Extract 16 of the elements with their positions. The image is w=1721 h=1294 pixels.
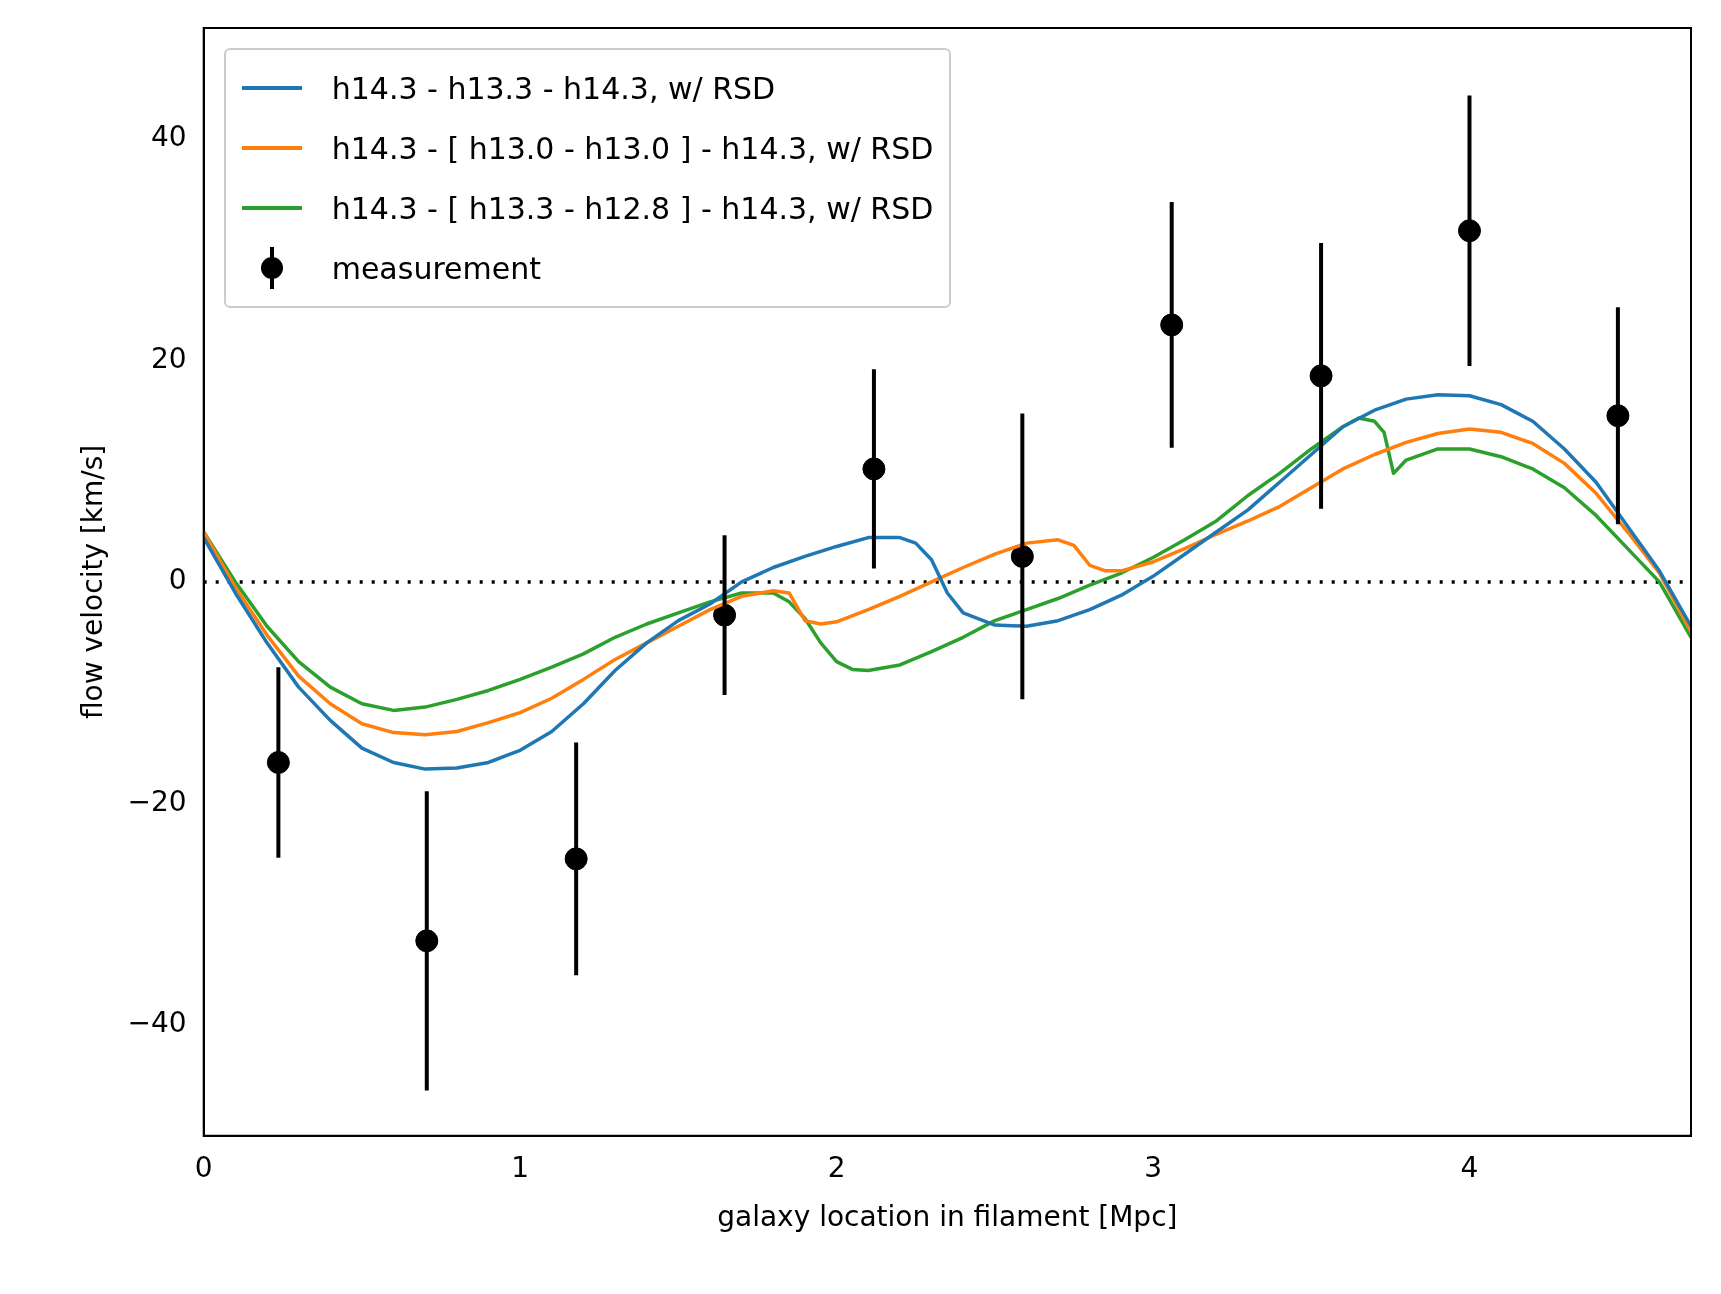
x-tick-label: 2	[827, 1150, 846, 1184]
x-tick-label: 4	[1460, 1150, 1479, 1184]
legend-label: measurement	[331, 250, 541, 286]
y-tick-label: −20	[127, 784, 187, 818]
y-tick-label: −40	[127, 1006, 187, 1040]
x-tick-label: 1	[511, 1150, 530, 1184]
y-axis-title: flow velocity [km/s]	[76, 444, 110, 720]
x-axis-title: galaxy location in filament [Mpc]	[717, 1200, 1178, 1234]
x-tick-label: 0	[194, 1150, 213, 1184]
legend-label: h14.3 - [ h13.0 - h13.0 ] - h14.3, w/ RSD	[331, 130, 934, 166]
y-tick-label: 0	[168, 563, 187, 597]
y-tick-label: 40	[151, 120, 187, 154]
x-tick-label: 3	[1144, 1150, 1162, 1184]
legend-label: h14.3 - h13.3 - h14.3, w/ RSD	[331, 70, 776, 106]
y-tick-label: 20	[151, 341, 187, 375]
legend-label: h14.3 - [ h13.3 - h12.8 ] - h14.3, w/ RSD	[331, 190, 934, 226]
